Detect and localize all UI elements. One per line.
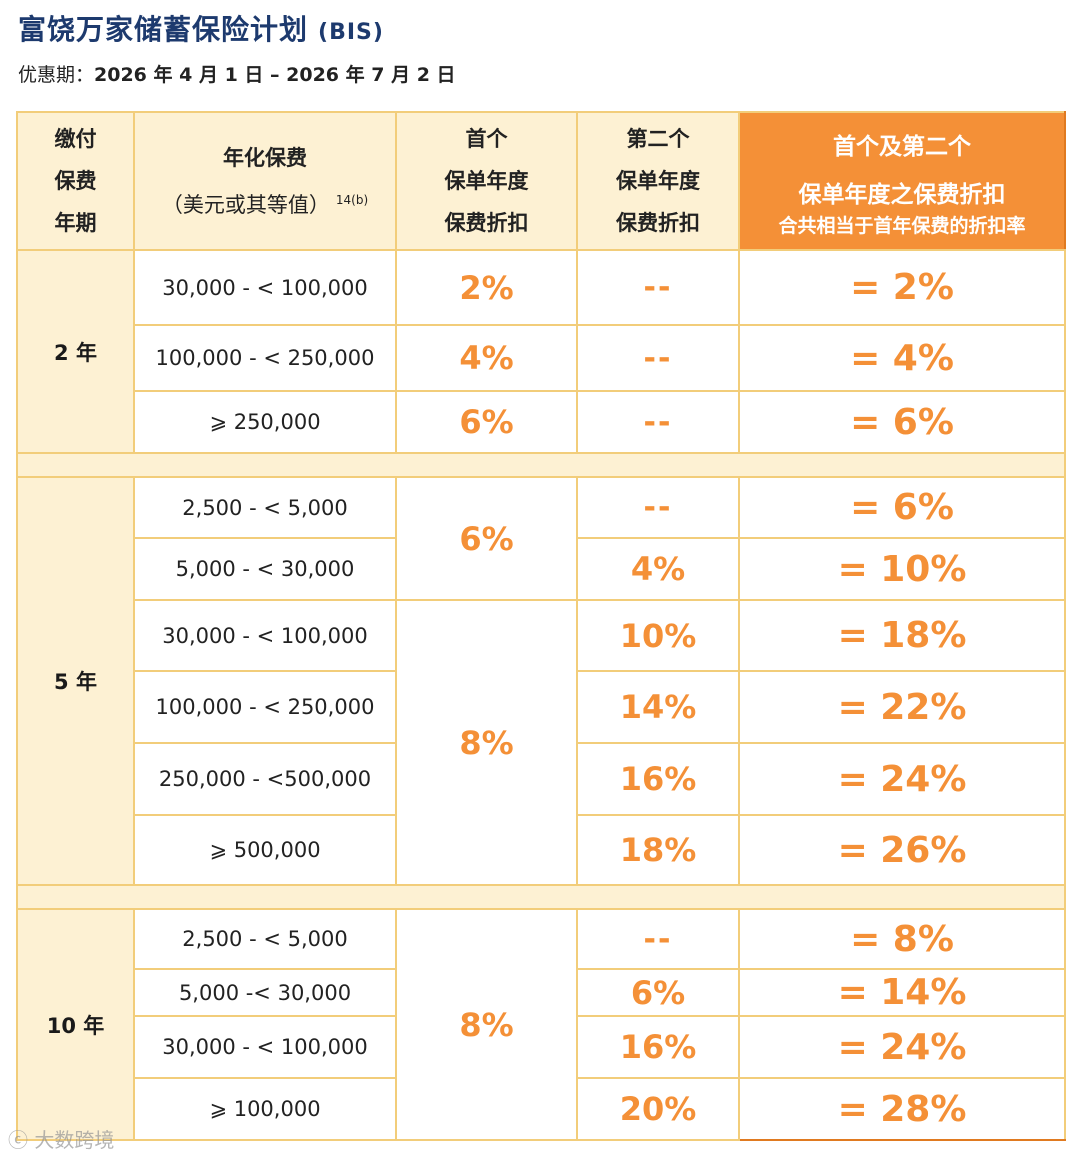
header-term-line1: 缴付 [54,127,97,151]
table-row: 2 年 30,000 - < 100,000 2% -- = 2% [16,249,1066,454]
total-discount: = 28% [738,1077,1066,1141]
promo-label: 优惠期： [18,64,95,86]
premium-cell: 30,000 - < 100,000 [133,249,397,326]
premium-cell: 100,000 - < 250,000 [133,670,397,744]
premium-cell: 2,500 - < 5,000 [133,908,397,970]
total-discount: = 10% [738,537,1066,601]
table-row: 250,000 - <500,000 16% = 24% [17,742,1066,816]
total-discount: = 6% [738,390,1066,454]
premium-cell: 250,000 - <500,000 [133,742,397,816]
term-10yr: 10 年 [16,908,135,1141]
watermark: ⓒ 大数跨境 [8,1124,114,1153]
second-discount: 18% [576,814,740,886]
header-first-year: 首个 保单年度 保费折扣 [395,111,578,251]
premium-cell: 5,000 -< 30,000 [133,968,397,1017]
header-first-line3: 保费折扣 [444,211,529,235]
header-total-line2: 保单年度之保费折扣 [798,182,1006,208]
second-discount: 6% [576,968,740,1017]
second-discount: 10% [576,599,740,672]
first-discount: 6% [395,476,578,601]
header-second-line1: 第二个 [626,127,690,151]
second-discount: 14% [576,670,740,744]
header-premium: 年化保费 （美元或其等值） 14(b) [133,111,397,251]
header-total-line1: 首个及第二个 [833,134,971,160]
table-row: ⩾ 250,000 6% -- = 6% [17,390,1066,454]
promo-period: 优惠期：2026 年 4 月 1 日 – 2026 年 7 月 2 日 [18,60,456,87]
total-discount: = 14% [738,968,1066,1017]
term-5yr: 5 年 [16,476,135,886]
table-row: 100,000 - < 250,000 14% = 22% [17,670,1066,744]
discount-table: 缴付 保费 年期 年化保费 （美元或其等值） 14(b) 首个 保单年度 保费折扣… [16,111,1066,1141]
promo-dates: 2026 年 4 月 1 日 – 2026 年 7 月 2 日 [94,64,456,86]
second-discount: 16% [576,742,740,816]
second-discount: -- [576,324,740,392]
separator-cell [16,452,1066,478]
total-discount: = 2% [738,249,1066,326]
second-discount: -- [576,249,740,326]
term-2yr: 2 年 [16,249,135,454]
table-row: 100,000 - < 250,000 4% -- = 4% [17,324,1066,392]
table-row: 5,000 - < 30,000 4% = 10% [17,537,1066,601]
first-discount: 6% [395,390,578,454]
table-row: ⩾ 500,000 18% = 26% [17,814,1066,886]
total-discount: = 24% [738,1015,1066,1079]
table-row: 5,000 -< 30,000 6% = 14% [17,968,1066,1017]
premium-cell: 2,500 - < 5,000 [133,476,397,539]
header-term: 缴付 保费 年期 [16,111,135,251]
header-total-line3: 合共相当于首年保费的折扣率 [778,215,1026,237]
second-discount: 16% [576,1015,740,1079]
plan-name: 富饶万家储蓄保险计划 [18,13,309,46]
header-premium-line1: 年化保费 [223,145,307,170]
premium-cell: ⩾ 250,000 [133,390,397,454]
watermark-text: 大数跨境 [34,1128,115,1152]
header-term-line3: 年期 [54,211,97,235]
second-discount: -- [576,390,740,454]
watermark-logo-icon: ⓒ [8,1128,28,1152]
plan-code: (BIS) [318,20,384,45]
header-first-line1: 首个 [465,127,508,151]
total-discount: = 24% [738,742,1066,816]
table-row: 10 年 2,500 - < 5,000 8% -- = 8% [16,908,1066,1141]
header-first-line2: 保单年度 [444,169,529,193]
premium-cell: 30,000 - < 100,000 [133,599,397,672]
total-discount: = 6% [738,476,1066,539]
first-discount: 2% [395,249,578,326]
total-discount: = 26% [738,814,1066,886]
group-separator [16,452,1066,478]
premium-cell: ⩾ 500,000 [133,814,397,886]
table-row: 30,000 - < 100,000 8% 10% = 18% [17,599,1066,886]
total-discount: = 18% [738,599,1066,672]
second-discount: 20% [576,1077,740,1141]
header-premium-line2: （美元或其等值） [161,192,330,217]
table-row: ⩾ 100,000 20% = 28% [17,1077,1066,1141]
total-discount: = 4% [738,324,1066,392]
header-second-line3: 保费折扣 [616,211,700,235]
second-discount: 4% [576,537,740,601]
table-row: 5 年 2,500 - < 5,000 6% -- = 6% [16,476,1066,886]
premium-cell: ⩾ 100,000 [133,1077,397,1141]
premium-cell: 100,000 - < 250,000 [133,324,397,392]
total-discount: = 8% [738,908,1066,970]
table-row: 30,000 - < 100,000 16% = 24% [17,1015,1066,1079]
premium-cell: 30,000 - < 100,000 [133,1015,397,1079]
first-discount: 8% [395,908,578,1141]
second-discount: -- [576,908,740,970]
premium-cell: 5,000 - < 30,000 [133,537,397,601]
total-discount: = 22% [738,670,1066,744]
header-term-line2: 保费 [54,169,97,193]
first-discount: 8% [395,599,578,886]
first-discount: 4% [395,324,578,392]
header-total: 首个及第二个 保单年度之保费折扣 合共相当于首年保费的折扣率 [738,111,1066,251]
separator-cell [16,884,1066,910]
second-discount: -- [576,476,740,539]
header-premium-note: 14(b) [335,192,369,207]
header-second-line2: 保单年度 [616,169,700,193]
page-title: 富饶万家储蓄保险计划 (BIS) [18,8,384,48]
header-second-year: 第二个 保单年度 保费折扣 [576,111,740,251]
group-separator [16,884,1066,910]
header-row: 缴付 保费 年期 年化保费 （美元或其等值） 14(b) 首个 保单年度 保费折扣… [16,111,1066,251]
